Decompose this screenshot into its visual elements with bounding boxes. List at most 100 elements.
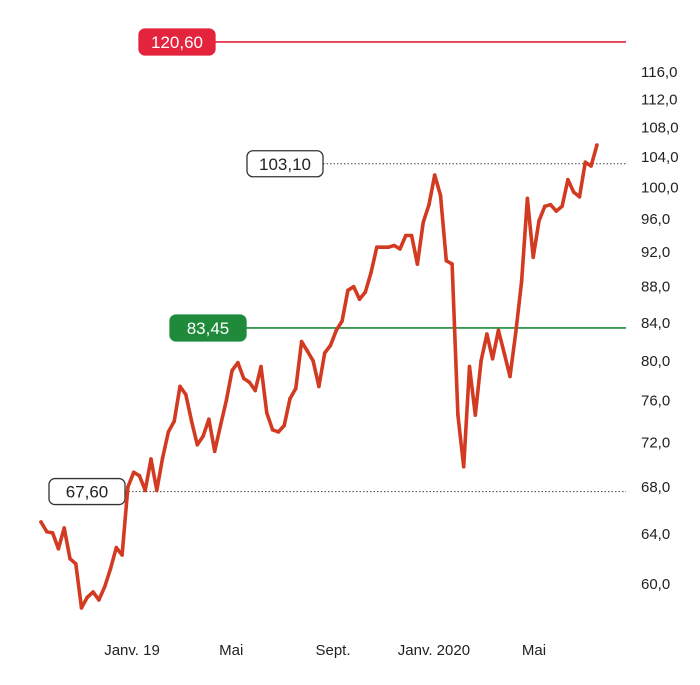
data-point bbox=[369, 271, 373, 275]
data-point bbox=[571, 190, 576, 194]
data-point bbox=[404, 233, 408, 238]
data-point bbox=[380, 245, 385, 249]
data-point bbox=[346, 288, 350, 293]
data-point bbox=[201, 434, 205, 439]
data-point bbox=[525, 196, 530, 201]
data-point bbox=[432, 173, 437, 177]
data-point bbox=[68, 556, 72, 561]
series-layer bbox=[39, 143, 599, 610]
y-tick-label: 60,0 bbox=[641, 576, 670, 593]
data-point bbox=[259, 364, 263, 369]
data-point bbox=[149, 457, 153, 461]
data-point bbox=[595, 143, 599, 147]
x-tick-label: Janv. 2020 bbox=[398, 642, 470, 659]
data-point bbox=[398, 247, 402, 251]
data-point bbox=[583, 160, 588, 164]
series-line bbox=[39, 143, 599, 610]
reference-line: 103,10 bbox=[246, 150, 626, 178]
data-point bbox=[334, 328, 339, 333]
data-point bbox=[340, 319, 344, 323]
data-point bbox=[91, 590, 95, 594]
data-point bbox=[456, 413, 460, 417]
data-point bbox=[155, 488, 159, 493]
data-point bbox=[479, 359, 483, 363]
data-point bbox=[224, 398, 229, 403]
data-point bbox=[160, 456, 165, 460]
data-point bbox=[97, 598, 101, 602]
data-point bbox=[108, 567, 113, 571]
data-point bbox=[247, 380, 252, 385]
data-point bbox=[531, 255, 535, 260]
data-point bbox=[444, 258, 449, 263]
reference-line: 67,60 bbox=[48, 477, 626, 506]
reference-lines: 120,60 103,10 83,45 67,60 bbox=[48, 28, 626, 506]
data-point bbox=[490, 357, 495, 361]
data-point bbox=[50, 531, 55, 535]
data-point bbox=[299, 339, 304, 344]
reference-line: 83,45 bbox=[169, 314, 626, 342]
y-tick-label: 100,0 bbox=[641, 179, 679, 196]
y-tick-label: 72,0 bbox=[641, 435, 670, 452]
data-point bbox=[282, 423, 287, 428]
data-point bbox=[363, 290, 368, 294]
data-point bbox=[45, 529, 49, 534]
data-point bbox=[178, 384, 182, 389]
data-point bbox=[560, 204, 564, 209]
reference-label-box bbox=[169, 314, 247, 342]
data-point bbox=[120, 553, 124, 557]
data-point bbox=[311, 359, 315, 363]
data-point bbox=[386, 245, 391, 249]
data-point bbox=[114, 545, 119, 550]
reference-label-box bbox=[48, 477, 126, 506]
data-point bbox=[265, 411, 269, 415]
data-point bbox=[357, 297, 362, 302]
data-point bbox=[473, 413, 478, 417]
y-tick-label: 96,0 bbox=[641, 211, 670, 228]
data-point bbox=[421, 220, 426, 225]
data-point bbox=[79, 606, 84, 610]
x-tick-label: Mai bbox=[522, 642, 546, 659]
data-point bbox=[137, 473, 142, 478]
y-tick-label: 80,0 bbox=[641, 353, 670, 370]
y-tick-label: 108,0 bbox=[641, 120, 679, 137]
data-point bbox=[305, 349, 310, 353]
data-point bbox=[351, 284, 356, 289]
data-point bbox=[537, 219, 541, 223]
data-point bbox=[102, 585, 107, 589]
data-point bbox=[589, 164, 593, 168]
reference-label-box bbox=[246, 150, 324, 178]
data-point bbox=[415, 262, 420, 266]
data-point bbox=[62, 526, 66, 530]
data-point bbox=[322, 351, 327, 355]
reference-label: 120,60 bbox=[151, 33, 203, 52]
data-point bbox=[554, 209, 559, 213]
data-point bbox=[172, 419, 176, 424]
reference-label: 67,60 bbox=[66, 483, 109, 502]
data-point bbox=[131, 470, 136, 475]
data-point bbox=[467, 364, 472, 369]
y-tick-label: 84,0 bbox=[641, 315, 670, 332]
data-point bbox=[508, 374, 512, 379]
data-point bbox=[56, 547, 61, 551]
x-axis-ticks: Janv. 19 Mai Sept. Janv. 2020 Mai bbox=[104, 642, 546, 659]
reference-label-box bbox=[138, 28, 216, 56]
y-tick-label: 68,0 bbox=[641, 479, 670, 496]
data-point bbox=[74, 562, 78, 566]
data-point bbox=[519, 279, 524, 284]
data-point bbox=[241, 376, 246, 381]
x-tick-label: Janv. 19 bbox=[104, 642, 160, 659]
data-point bbox=[438, 193, 443, 198]
x-tick-label: Sept. bbox=[315, 642, 350, 659]
data-point bbox=[485, 332, 489, 336]
data-point bbox=[566, 177, 570, 182]
data-point bbox=[577, 195, 582, 199]
y-tick-label: 64,0 bbox=[641, 526, 670, 543]
reference-label: 83,45 bbox=[187, 319, 230, 338]
data-point bbox=[543, 204, 547, 209]
data-point bbox=[218, 423, 223, 428]
data-point bbox=[143, 488, 147, 493]
data-point bbox=[195, 443, 200, 447]
data-point bbox=[409, 233, 414, 238]
data-point bbox=[496, 328, 501, 333]
